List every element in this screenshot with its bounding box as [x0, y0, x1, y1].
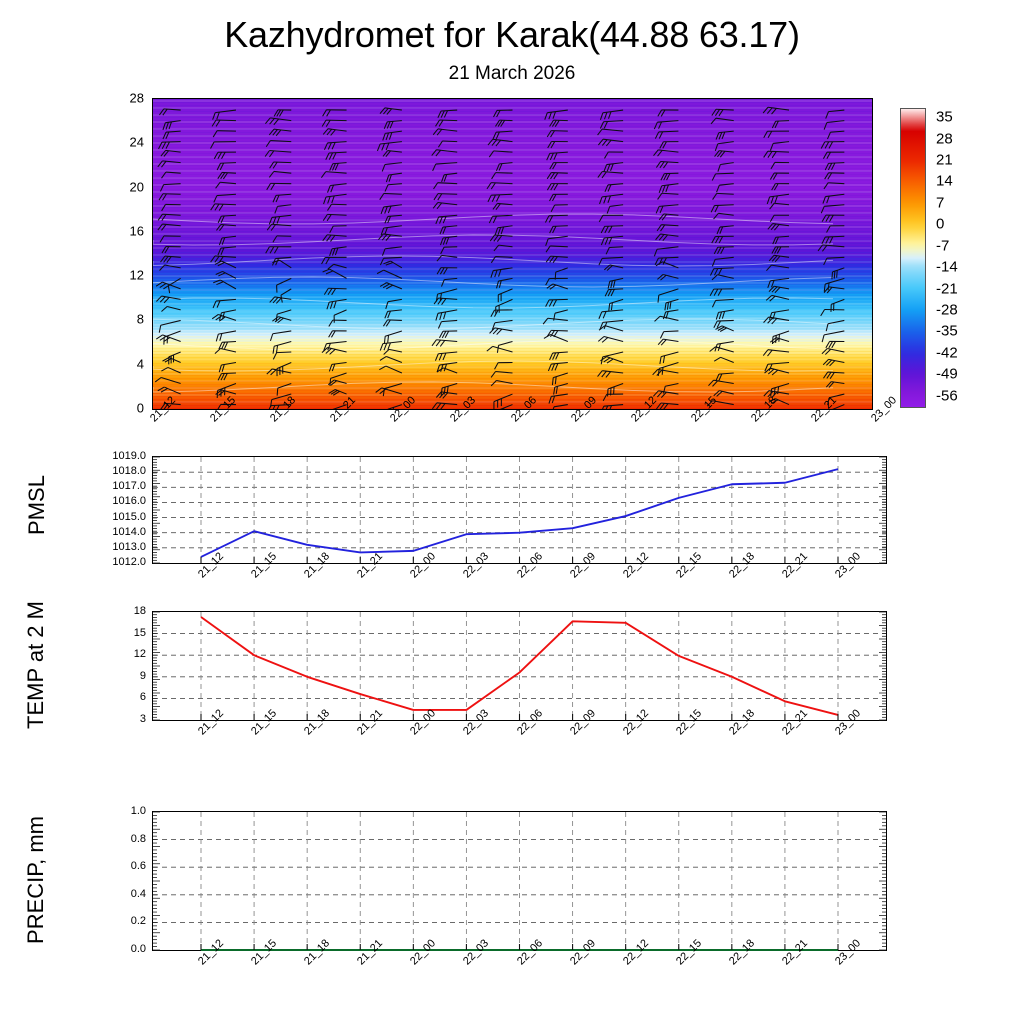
cross-section-plot [153, 99, 872, 409]
colorbar-tick: -7 [936, 237, 950, 255]
page-title: Kazhydromet for Karak(44.88 63.17) [224, 14, 800, 55]
cross-section-y-tick: 28 [129, 90, 144, 106]
temp-plot [153, 611, 886, 721]
page-subtitle: 21 March 2026 [448, 63, 576, 84]
temp-y-tick: 6 [139, 691, 146, 704]
colorbar-tick: -42 [936, 344, 958, 362]
colorbar-tick: -14 [936, 258, 958, 276]
pmsl-y-tick: 1016.0 [112, 495, 146, 508]
pmsl-y-tick: 1017.0 [112, 480, 146, 493]
cross-section-y-tick: 24 [129, 134, 144, 150]
temp-panel [152, 611, 887, 721]
temp-axis-label: TEMP at 2 M [23, 601, 48, 729]
temp-y-tick: 15 [133, 626, 146, 639]
colorbar-tick: 35 [936, 108, 953, 126]
pmsl-y-tick: 1015.0 [112, 510, 146, 523]
colorbar-tick: -56 [936, 387, 958, 405]
pmsl-y-tick: 1014.0 [112, 525, 146, 538]
precip-y-tick: 0.2 [130, 915, 146, 928]
precip-plot [153, 811, 886, 951]
precip-y-tick: 0.0 [130, 943, 146, 955]
colorbar-tick: 21 [936, 151, 953, 169]
colorbar: 35 28 21 14 7 0 -7 -14 -21 -28 -35 -42 -49 -56 [900, 108, 1010, 408]
pmsl-y-tick: 1018.0 [112, 465, 146, 478]
pmsl-plot [153, 456, 886, 564]
cross-section-y-tick: 0 [136, 400, 144, 416]
precip-axis-label: PRECIP, mm [23, 816, 48, 944]
cross-section-y-tick: 4 [136, 356, 144, 372]
cross-section-x-tick: 23_00 [869, 394, 900, 425]
colorbar-tick: -28 [936, 301, 958, 319]
pmsl-axis-label: PMSL [24, 475, 49, 535]
colorbar-tick: 7 [936, 194, 945, 212]
colorbar-gradient [900, 108, 926, 408]
colorbar-tick: -49 [936, 365, 958, 383]
cross-section-y-tick: 8 [136, 311, 144, 327]
colorbar-tick: 14 [936, 172, 953, 190]
precip-y-tick: 0.4 [130, 887, 146, 900]
cross-section-y-tick: 12 [129, 267, 144, 283]
temp-y-tick: 3 [139, 713, 146, 725]
cross-section-y-tick: 20 [129, 179, 144, 195]
cross-section-panel [152, 98, 873, 410]
pmsl-y-tick: 1012.0 [112, 556, 146, 568]
pmsl-y-tick: 1019.0 [112, 450, 146, 462]
precip-y-tick: 1.0 [130, 805, 146, 817]
colorbar-tick: 28 [936, 130, 953, 148]
temp-y-tick: 9 [139, 669, 146, 682]
temp-y-tick: 12 [133, 648, 146, 661]
cross-section-y-tick: 16 [129, 223, 144, 239]
precip-y-tick: 0.6 [130, 860, 146, 873]
pmsl-panel [152, 456, 887, 564]
colorbar-tick: -21 [936, 280, 958, 298]
pmsl-y-tick: 1013.0 [112, 540, 146, 553]
colorbar-tick: 0 [936, 215, 945, 233]
temp-y-tick: 18 [133, 605, 146, 617]
precip-panel [152, 811, 887, 951]
colorbar-tick: -35 [936, 322, 958, 340]
precip-y-tick: 0.8 [130, 832, 146, 845]
